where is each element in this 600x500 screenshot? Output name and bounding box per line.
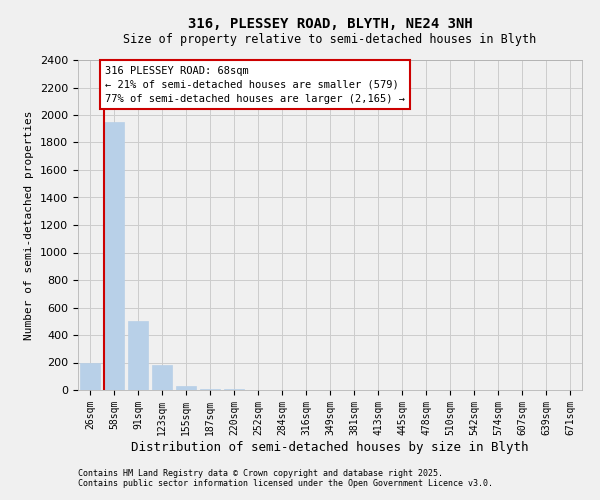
Bar: [104, 122, 124, 390]
Text: Size of property relative to semi-detached houses in Blyth: Size of property relative to semi-detach…: [124, 32, 536, 46]
Text: Contains public sector information licensed under the Open Government Licence v3: Contains public sector information licen…: [78, 478, 493, 488]
Bar: [80, 362, 100, 390]
Y-axis label: Number of semi-detached properties: Number of semi-detached properties: [25, 110, 34, 340]
Bar: [200, 388, 220, 390]
X-axis label: Distribution of semi-detached houses by size in Blyth: Distribution of semi-detached houses by …: [131, 440, 529, 454]
Bar: [176, 386, 196, 390]
Bar: [152, 364, 172, 390]
Text: 316, PLESSEY ROAD, BLYTH, NE24 3NH: 316, PLESSEY ROAD, BLYTH, NE24 3NH: [188, 18, 472, 32]
Bar: [128, 322, 148, 390]
Text: 316 PLESSEY ROAD: 68sqm
← 21% of semi-detached houses are smaller (579)
77% of s: 316 PLESSEY ROAD: 68sqm ← 21% of semi-de…: [105, 66, 405, 104]
Text: Contains HM Land Registry data © Crown copyright and database right 2025.: Contains HM Land Registry data © Crown c…: [78, 468, 443, 477]
